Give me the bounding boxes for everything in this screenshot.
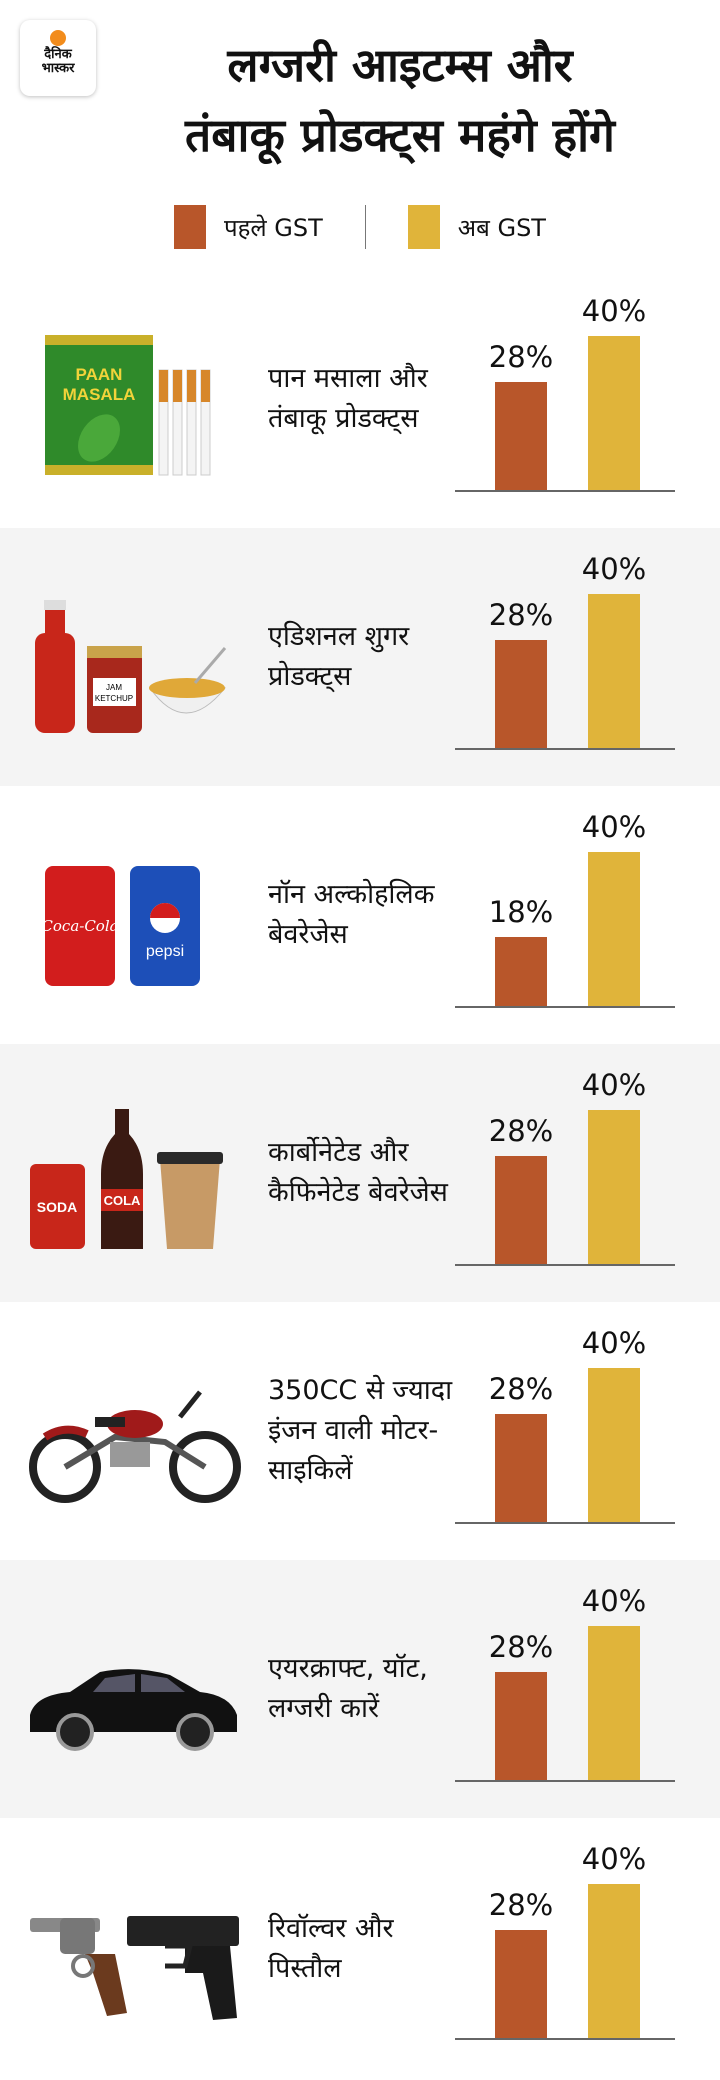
- x-axis-line: [455, 748, 675, 750]
- svg-text:KETCHUP: KETCHUP: [95, 694, 133, 703]
- category-row: रिवॉल्वर और पिस्तौल 28% 40%: [0, 1818, 720, 2080]
- category-bar-chart: 28% 40%: [455, 1818, 675, 2076]
- revolver-pistol-image: [25, 1878, 245, 2028]
- paan-masala-cigarettes-image: PAAN MASALA: [25, 330, 245, 480]
- svg-text:COLA: COLA: [104, 1193, 141, 1208]
- category-label: पान मसाला और तंबाकू प्रोडक्ट्स: [268, 363, 428, 434]
- category-bar-chart: 28% 40%: [455, 1044, 675, 1302]
- value-label-after: 40%: [581, 1326, 647, 1360]
- logo-text-line1: दैनिक: [44, 47, 72, 62]
- value-label-before: 28%: [488, 1630, 554, 1665]
- value-label-before: 28%: [488, 340, 554, 375]
- luxury-car-image: [25, 1620, 245, 1770]
- category-label: एडिशनल शुगर प्रोडक्ट्स: [268, 621, 410, 692]
- x-axis-line: [455, 1264, 675, 1266]
- svg-text:SODA: SODA: [37, 1199, 77, 1215]
- logo-text-line2: भास्कर: [41, 61, 75, 76]
- svg-text:Coca-Cola: Coca-Cola: [41, 917, 118, 935]
- value-label-after: 40%: [581, 810, 647, 844]
- legend-swatch-after: [407, 205, 440, 249]
- bar-before-gst: [495, 1156, 547, 1264]
- bar-before-gst: [495, 1672, 547, 1780]
- sun-icon: [50, 30, 66, 46]
- category-label: रिवॉल्वर और पिस्तौल: [268, 1913, 394, 1984]
- category-row: एयरक्राफ्ट, यॉट, लग्जरी कारें 28% 40%: [0, 1560, 720, 1818]
- value-label-before: 18%: [488, 894, 554, 929]
- bar-before-gst: [495, 936, 547, 1006]
- value-label-after: 40%: [581, 1068, 647, 1102]
- value-label-before: 28%: [488, 1888, 554, 1923]
- value-label-after: 40%: [581, 1842, 647, 1876]
- category-label: कार्बोनेटेड और कैफिनेटेड बेवरेजेस: [268, 1137, 448, 1208]
- bar-after-gst: [588, 594, 640, 748]
- category-bar-chart: 18% 40%: [455, 786, 675, 1044]
- bar-after-gst: [588, 1884, 640, 2038]
- legend-divider: [364, 205, 366, 249]
- category-row: Coca-Cola pepsi नॉन अल्कोहलिक बेवरेजेस 18…: [0, 786, 720, 1044]
- category-bar-chart: 28% 40%: [455, 1302, 675, 1560]
- bar-before-gst: [495, 382, 547, 490]
- legend-label-before: पहले GST: [224, 213, 323, 242]
- category-bar-chart: 28% 40%: [455, 528, 675, 786]
- x-axis-line: [455, 1006, 675, 1008]
- title-line2: तंबाकू प्रोडक्ट्स महंगे होंगे: [185, 108, 615, 162]
- legend-label-after: अब GST: [457, 213, 546, 242]
- motorcycle-image: [25, 1362, 245, 1512]
- ketchup-jam-cereal-image: JAM KETCHUP: [25, 588, 245, 738]
- value-label-after: 40%: [581, 552, 647, 586]
- bar-after-gst: [588, 1626, 640, 1780]
- soda-cola-coffee-image: SODA COLA: [25, 1104, 245, 1254]
- svg-text:PAAN: PAAN: [76, 365, 123, 384]
- value-label-after: 40%: [581, 1584, 647, 1618]
- category-label: एयरक्राफ्ट, यॉट, लग्जरी कारें: [268, 1653, 428, 1724]
- x-axis-line: [455, 1522, 675, 1524]
- x-axis-line: [455, 2038, 675, 2040]
- category-label: 350CC से ज्यादा इंजन वाली मोटर-साइकिलें: [268, 1375, 453, 1486]
- category-bar-chart: 28% 40%: [455, 270, 675, 528]
- svg-text:JAM: JAM: [106, 683, 122, 692]
- value-label-before: 28%: [488, 598, 554, 633]
- bar-after-gst: [588, 336, 640, 490]
- value-label-before: 28%: [488, 1372, 554, 1407]
- legend: पहले GST अब GST: [0, 205, 720, 249]
- bar-before-gst: [495, 640, 547, 748]
- x-axis-line: [455, 490, 675, 492]
- category-bar-chart: 28% 40%: [455, 1560, 675, 1818]
- dainik-bhaskar-logo: दैनिक भास्कर: [20, 20, 96, 96]
- bar-after-gst: [588, 852, 640, 1006]
- bar-after-gst: [588, 1368, 640, 1522]
- x-axis-line: [455, 1780, 675, 1782]
- category-row: JAM KETCHUP एडिशनल शुगर प्रोडक्ट्स 28% 40…: [0, 528, 720, 786]
- value-label-before: 28%: [488, 1114, 554, 1149]
- value-label-after: 40%: [581, 294, 647, 328]
- header: दैनिक भास्कर लग्जरी आइटम्स और तंबाकू प्र…: [0, 0, 720, 270]
- svg-text:MASALA: MASALA: [63, 385, 136, 404]
- title-line1: लग्जरी आइटम्स और: [227, 38, 573, 92]
- svg-text:pepsi: pepsi: [146, 943, 184, 960]
- category-label: नॉन अल्कोहलिक बेवरेजेस: [268, 879, 435, 950]
- soft-drink-cans-image: Coca-Cola pepsi: [25, 846, 245, 996]
- bar-before-gst: [495, 1930, 547, 2038]
- bar-after-gst: [588, 1110, 640, 1264]
- page-title: लग्जरी आइटम्स और तंबाकू प्रोडक्ट्स महंगे…: [80, 30, 720, 170]
- category-row: 350CC से ज्यादा इंजन वाली मोटर-साइकिलें …: [0, 1302, 720, 1560]
- category-row: PAAN MASALA पान मसाला और तंबाकू प्रोडक्ट्…: [0, 270, 720, 528]
- legend-swatch-before: [174, 205, 207, 249]
- bar-before-gst: [495, 1414, 547, 1522]
- category-row: SODA COLA कार्बोनेटेड और कैफिनेटेड बेवरेज…: [0, 1044, 720, 1302]
